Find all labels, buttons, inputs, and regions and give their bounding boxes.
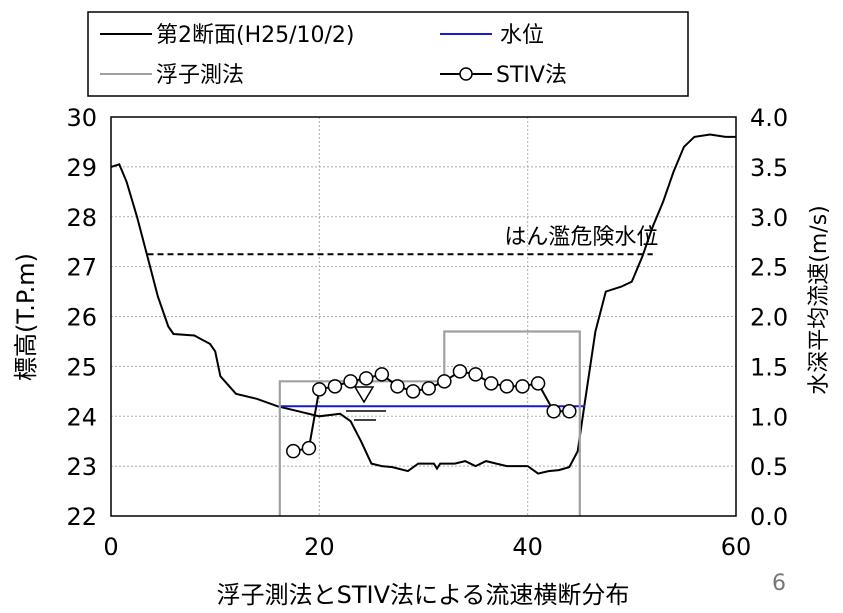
y-left-tick-label: 28 xyxy=(66,204,97,232)
stiv-point xyxy=(515,379,530,394)
y-left-tick-label: 25 xyxy=(66,353,97,381)
stiv-point xyxy=(343,374,358,389)
y-right-tick-labels: 0.0 0.5 1.0 1.5 2.0 2.5 3.0 3.5 4.0 xyxy=(750,104,788,531)
y-right-tick-label: 0.0 xyxy=(750,503,788,531)
stiv-point xyxy=(468,367,483,382)
legend: 第2断面(H25/10/2) 水位 浮子測法 STIV法 xyxy=(87,11,689,97)
y-left-tick-label: 26 xyxy=(66,304,97,332)
stiv-point xyxy=(421,381,436,396)
stiv-point xyxy=(312,382,327,397)
stiv-point xyxy=(301,440,317,456)
stiv-point xyxy=(405,384,421,399)
x-tick-labels: 0 20 40 60 xyxy=(103,533,751,561)
plot-frame xyxy=(110,116,737,517)
page-number: 6 xyxy=(772,571,786,596)
legend-marker-stiv xyxy=(459,67,473,81)
legend-label-water-level: 水位 xyxy=(500,23,544,48)
y-right-tick-label: 3.0 xyxy=(750,204,788,232)
gridlines xyxy=(111,117,736,516)
y-right-tick-label: 3.5 xyxy=(750,154,788,182)
y-right-tick-label: 1.5 xyxy=(750,353,788,381)
legend-label-section: 第2断面(H25/10/2) xyxy=(156,23,355,48)
annotation-danger-level: はん濫危険水位 xyxy=(504,225,658,250)
stiv-point xyxy=(452,364,468,379)
y-left-tick-label: 23 xyxy=(66,453,97,481)
x-tick-label: 0 xyxy=(103,533,118,561)
y-left-tick-label: 27 xyxy=(66,254,97,282)
stiv-point xyxy=(286,443,301,459)
series-float-line xyxy=(278,330,581,516)
stiv-point xyxy=(530,376,546,391)
series-cross-section-line xyxy=(110,133,736,475)
stiv-point xyxy=(374,367,390,382)
x-axis-label: 浮子測法とSTIV法による流速横断分布 xyxy=(217,581,630,609)
y-left-axis-label: 標高(T.P.m) xyxy=(12,253,40,381)
y-left-tick-label: 24 xyxy=(66,403,97,431)
plot-area: はん濫危険水位 xyxy=(110,116,737,517)
x-tick-label: 40 xyxy=(512,533,543,561)
y-right-axis-label: 水深平均流速(m/s) xyxy=(807,205,832,394)
stiv-point xyxy=(483,376,499,391)
x-tick-label: 20 xyxy=(304,533,335,561)
water-surface-symbol xyxy=(346,386,386,421)
stiv-point xyxy=(390,379,405,394)
x-tick-label: 60 xyxy=(721,533,752,561)
stiv-point xyxy=(546,404,561,419)
y-left-tick-label: 30 xyxy=(66,104,97,132)
stiv-point xyxy=(499,379,515,394)
stiv-point xyxy=(562,404,577,419)
stiv-point xyxy=(358,371,374,386)
y-right-tick-label: 4.0 xyxy=(750,104,788,132)
stiv-point xyxy=(327,379,343,394)
y-left-tick-labels: 22 23 24 25 26 27 28 29 30 xyxy=(66,104,97,531)
series-layer xyxy=(110,133,736,516)
y-right-tick-label: 0.5 xyxy=(750,453,788,481)
legend-box xyxy=(87,11,689,97)
y-right-tick-label: 2.0 xyxy=(750,304,788,332)
stiv-point xyxy=(437,374,452,389)
legend-label-stiv: STIV法 xyxy=(496,63,567,88)
y-left-tick-label: 22 xyxy=(66,503,97,531)
water-level-triangle xyxy=(353,386,375,404)
y-right-tick-label: 1.0 xyxy=(750,403,788,431)
y-right-tick-label: 2.5 xyxy=(750,254,788,282)
y-left-tick-label: 29 xyxy=(66,154,97,182)
legend-label-float: 浮子測法 xyxy=(156,63,244,88)
